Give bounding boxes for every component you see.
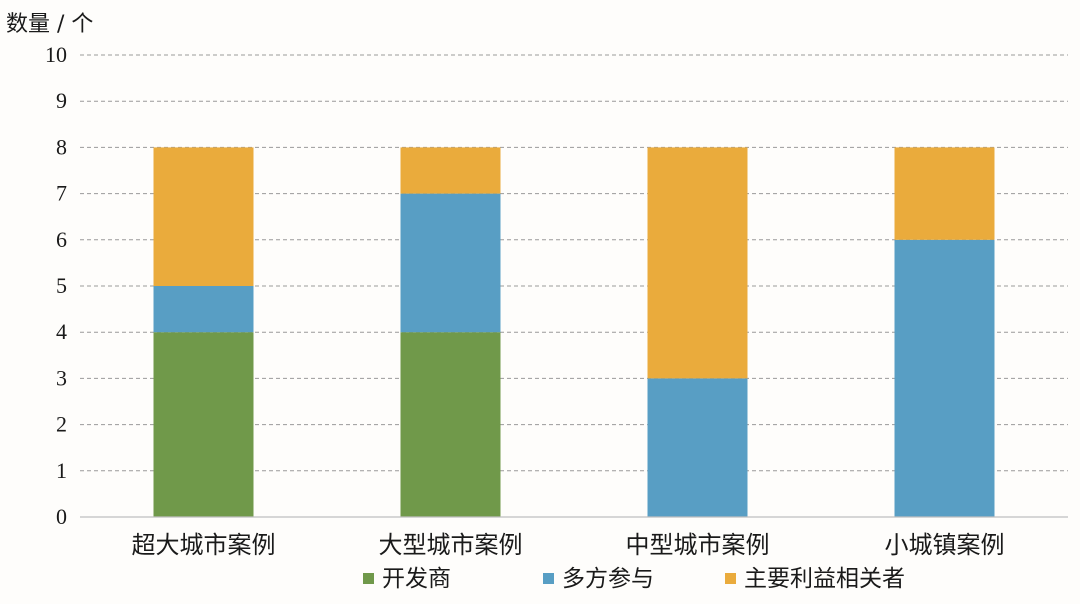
bar-segment	[153, 286, 254, 333]
legend: 开发商 多方参与 主要利益相关者	[363, 566, 905, 592]
y-tick-label: 0	[56, 504, 67, 529]
legend-swatch	[543, 573, 554, 584]
y-tick-label: 9	[56, 88, 67, 113]
legend-label: 多方参与	[562, 566, 654, 592]
x-category-label: 超大城市案例	[132, 531, 276, 559]
legend-label: 主要利益相关者	[744, 566, 905, 592]
y-tick-labels: 0 1 2 3 4 5 6 7 8 9 10	[45, 42, 67, 529]
bar-segment	[400, 147, 501, 194]
y-tick-label: 1	[56, 458, 67, 483]
y-tick-label: 10	[45, 42, 67, 67]
bar-segment	[400, 193, 501, 333]
y-tick-label: 8	[56, 134, 67, 159]
bar-segment	[894, 239, 995, 518]
legend-swatch	[725, 573, 736, 584]
bar-segment	[400, 332, 501, 517]
bar-segment	[647, 147, 748, 379]
legend-swatch	[363, 573, 374, 584]
y-tick-label: 3	[56, 365, 67, 390]
bar-segment	[153, 332, 254, 517]
y-axis-label: 数量 / 个	[6, 12, 93, 37]
bar-segment	[894, 147, 995, 240]
bar-segment	[153, 147, 254, 286]
bars	[153, 147, 995, 518]
x-category-label: 中型城市案例	[626, 531, 770, 559]
y-tick-label: 4	[56, 319, 67, 344]
y-tick-label: 5	[56, 273, 67, 298]
category-labels: 超大城市案例 大型城市案例 中型城市案例 小城镇案例	[132, 531, 1005, 559]
legend-label: 开发商	[382, 566, 451, 592]
bar-segment	[647, 378, 748, 517]
x-category-label: 小城镇案例	[885, 531, 1005, 559]
y-tick-label: 7	[56, 181, 67, 206]
y-tick-label: 6	[56, 227, 67, 252]
y-tick-label: 2	[56, 412, 67, 437]
x-category-label: 大型城市案例	[379, 531, 523, 559]
